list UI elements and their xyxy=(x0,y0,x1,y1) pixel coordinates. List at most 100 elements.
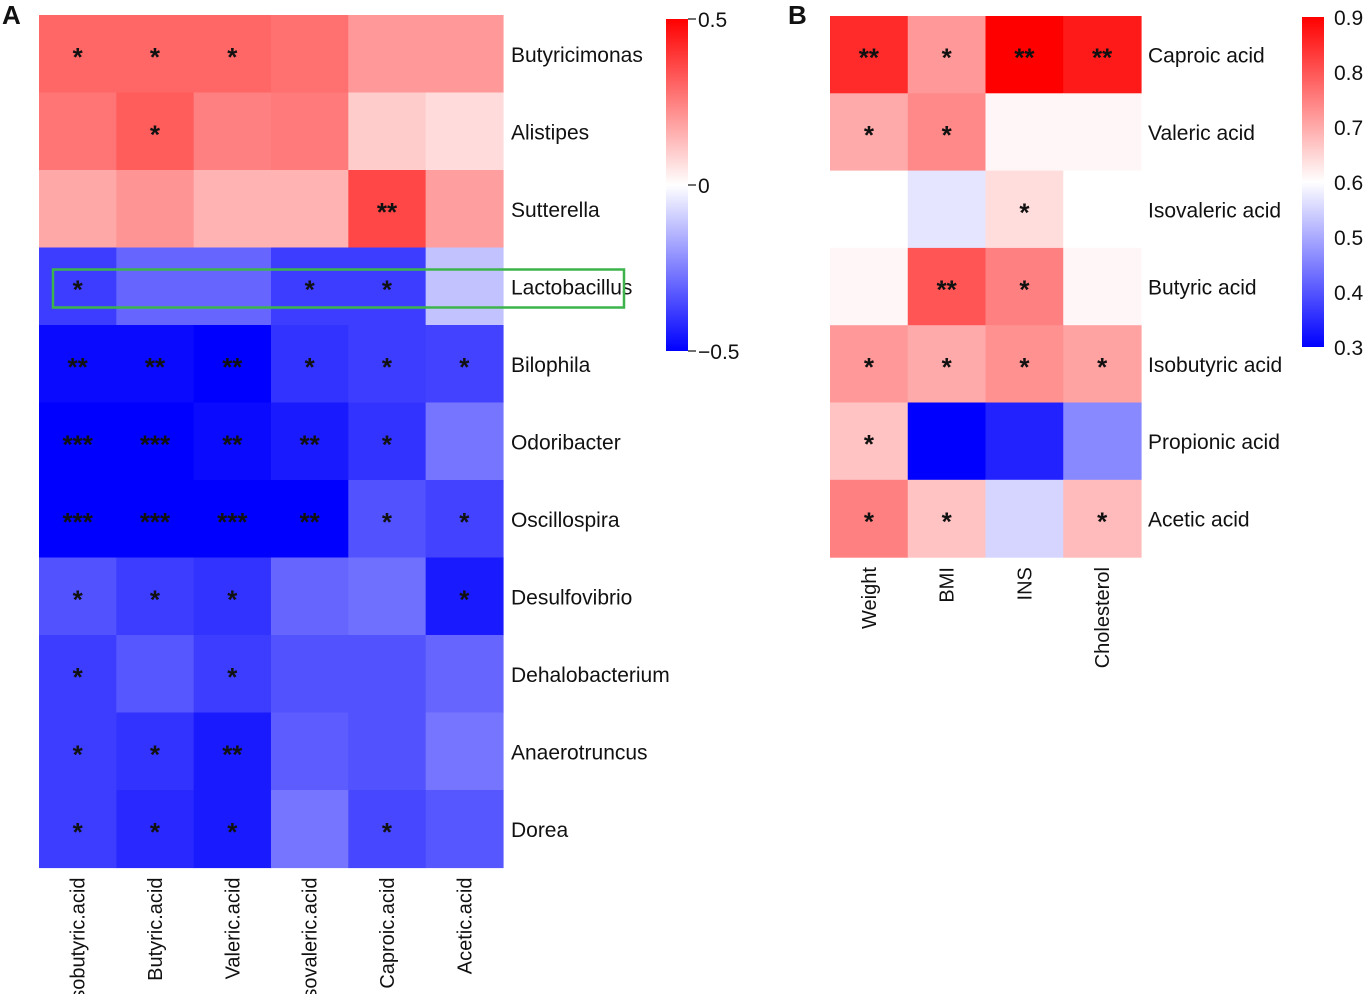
significance-mark: * xyxy=(73,584,84,614)
cell-sutterella-caproic-acid xyxy=(348,170,427,249)
cell-valeric-acid-bmi xyxy=(907,93,987,172)
col-label-butyric-acid: Butyric.acid xyxy=(145,878,167,981)
significance-mark: *** xyxy=(140,507,171,537)
significance-mark: * xyxy=(150,119,161,149)
cell-butyricimonas-caproic-acid xyxy=(348,15,427,94)
significance-mark: * xyxy=(150,739,161,769)
cell-isobutyric-acid-weight xyxy=(830,325,909,404)
row-label-isovaleric-acid: Isovaleric acid xyxy=(1148,199,1281,222)
colorbar-b-gradient xyxy=(1302,17,1324,347)
significance-mark: * xyxy=(73,662,84,692)
row-label-isobutyric-acid: Isobutyric acid xyxy=(1148,354,1282,377)
cell-caproic-acid-cholesterol xyxy=(1063,16,1142,94)
significance-mark: ** xyxy=(1092,43,1113,73)
cell-valeric-acid-cholesterol xyxy=(1063,93,1142,172)
cell-bilophila-butyric-acid xyxy=(116,325,195,404)
significance-mark: * xyxy=(864,120,875,150)
cell-desulfovibrio-caproic-acid xyxy=(348,557,427,636)
cell-lactobacillus-isovaleric-acid xyxy=(270,247,349,326)
cell-alistipes-valeric-acid xyxy=(193,92,272,171)
significance-mark: ** xyxy=(300,429,321,459)
significance-mark: *** xyxy=(62,429,93,459)
cell-acetic-acid-weight xyxy=(830,479,909,558)
cell-isobutyric-acid-ins xyxy=(985,325,1064,404)
significance-mark: * xyxy=(382,274,393,304)
row-label-propionic-acid: Propionic acid xyxy=(1148,431,1280,454)
row-label-butyric-acid: Butyric acid xyxy=(1148,277,1257,300)
significance-mark: * xyxy=(227,42,238,72)
cell-dorea-caproic-acid xyxy=(348,790,427,869)
cell-valeric-acid-ins xyxy=(985,93,1064,172)
significance-mark: * xyxy=(942,352,953,382)
row-label-dehalobacterium: Dehalobacterium xyxy=(511,664,670,687)
cell-butyricimonas-valeric-acid xyxy=(193,15,272,94)
col-label-cholesterol: Cholesterol xyxy=(1092,567,1114,668)
significance-mark: * xyxy=(73,42,84,72)
row-label-caproic-acid: Caproic acid xyxy=(1148,45,1265,68)
cell-dehalobacterium-isovaleric-acid xyxy=(270,635,349,714)
col-label-valeric-acid: Valeric.acid xyxy=(222,878,244,980)
colorbar-tick-label: 0 xyxy=(698,175,710,198)
cell-anaerotruncus-isovaleric-acid xyxy=(270,712,349,791)
significance-mark: * xyxy=(227,817,238,847)
cell-oscillospira-isovaleric-acid xyxy=(270,480,349,559)
significance-mark: ** xyxy=(937,275,958,305)
significance-mark: ** xyxy=(859,43,880,73)
cell-oscillospira-acetic-acid xyxy=(425,480,504,559)
cell-alistipes-butyric-acid xyxy=(116,92,195,171)
colorbar-tick-label: 0.6 xyxy=(1334,172,1363,195)
cell-anaerotruncus-isobutyric-acid xyxy=(39,712,117,791)
row-label-acetic-acid: Acetic acid xyxy=(1148,508,1250,531)
row-label-bilophila: Bilophila xyxy=(511,354,591,377)
cell-butyric-acid-bmi xyxy=(907,247,987,326)
col-label-isovaleric-acid: Isovaleric.acid xyxy=(300,878,322,994)
significance-mark: * xyxy=(864,506,875,536)
cell-sutterella-acetic-acid xyxy=(425,170,504,249)
cell-lactobacillus-caproic-acid xyxy=(348,247,427,326)
significance-mark: * xyxy=(382,352,393,382)
cell-isovaleric-acid-bmi xyxy=(907,170,987,249)
cell-dehalobacterium-caproic-acid xyxy=(348,635,427,714)
col-label-isobutyric-acid: Isobutyric.acid xyxy=(68,878,90,994)
cell-butyric-acid-cholesterol xyxy=(1063,247,1142,326)
significance-mark: * xyxy=(73,817,84,847)
cell-dorea-isovaleric-acid xyxy=(270,790,349,869)
colorbar-tick-label: 0.9 xyxy=(1334,7,1363,30)
cell-butyric-acid-weight xyxy=(830,247,909,326)
row-label-lactobacillus: Lactobacillus xyxy=(511,276,632,299)
significance-mark: ** xyxy=(222,429,243,459)
cell-anaerotruncus-butyric-acid xyxy=(116,712,195,791)
cell-dorea-valeric-acid xyxy=(193,790,272,869)
cell-dehalobacterium-isobutyric-acid xyxy=(39,635,117,714)
cell-propionic-acid-ins xyxy=(985,402,1064,481)
cell-anaerotruncus-valeric-acid xyxy=(193,712,272,791)
cell-desulfovibrio-isobutyric-acid xyxy=(39,557,117,636)
significance-mark: * xyxy=(1019,197,1030,227)
cell-valeric-acid-weight xyxy=(830,93,909,172)
cell-lactobacillus-valeric-acid xyxy=(193,247,272,326)
cell-caproic-acid-bmi xyxy=(907,16,987,94)
cell-butyric-acid-ins xyxy=(985,247,1064,326)
cell-propionic-acid-cholesterol xyxy=(1063,402,1142,481)
colorbar-b: 0.9 0.8 0.7 0.6 0.5 0.4 0.3 xyxy=(1302,7,1364,360)
cell-odoribacter-butyric-acid xyxy=(116,402,195,481)
cell-dorea-isobutyric-acid xyxy=(39,790,117,869)
col-label-caproic-acid: Caproic.acid xyxy=(377,878,399,989)
row-label-desulfovibrio: Desulfovibrio xyxy=(511,586,632,609)
significance-mark: * xyxy=(942,506,953,536)
significance-mark: * xyxy=(150,584,161,614)
cell-butyricimonas-isobutyric-acid xyxy=(39,15,117,94)
col-label-acetic-acid: Acetic.acid xyxy=(454,878,476,975)
significance-mark: * xyxy=(1019,352,1030,382)
colorbar-a: 0.5 0 −0.5 xyxy=(666,9,739,364)
colorbar-tick-label: 0.4 xyxy=(1334,282,1364,305)
significance-mark: * xyxy=(73,739,84,769)
cell-isobutyric-acid-bmi xyxy=(907,325,987,404)
panel-label-a: A xyxy=(2,0,21,30)
row-label-butyricimonas: Butyricimonas xyxy=(511,44,643,67)
significance-mark: * xyxy=(150,817,161,847)
cell-oscillospira-valeric-acid xyxy=(193,480,272,559)
significance-mark: * xyxy=(305,274,316,304)
cell-bilophila-caproic-acid xyxy=(348,325,427,404)
